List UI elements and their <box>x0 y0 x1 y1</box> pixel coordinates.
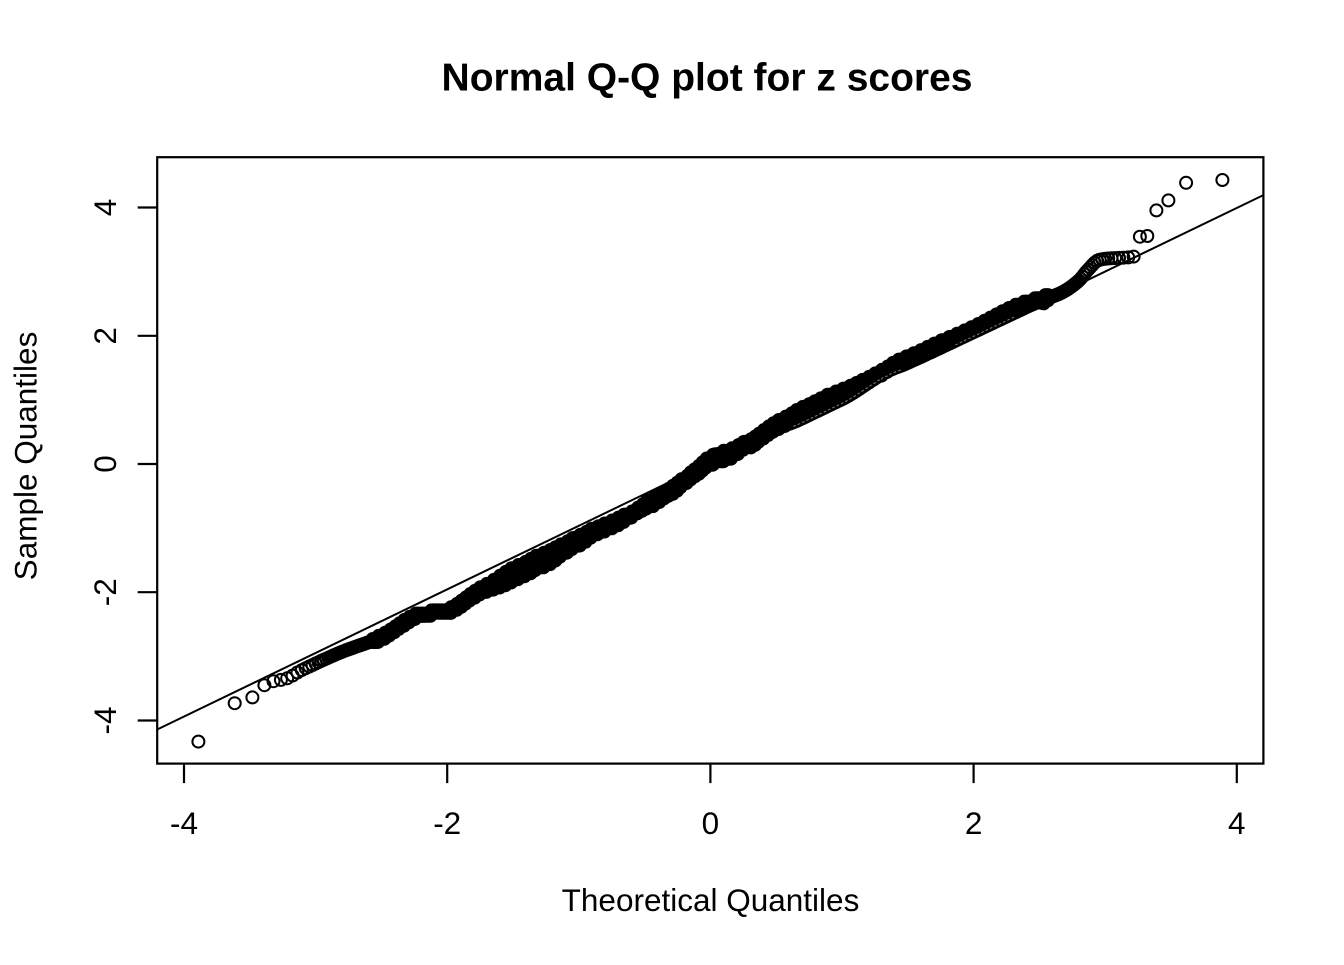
svg-text:Theoretical Quantiles: Theoretical Quantiles <box>562 882 860 918</box>
svg-text:-2: -2 <box>87 578 123 606</box>
svg-text:2: 2 <box>965 805 983 841</box>
svg-text:0: 0 <box>702 805 720 841</box>
svg-text:Sample Quantiles: Sample Quantiles <box>8 332 44 581</box>
svg-text:-4: -4 <box>170 805 198 841</box>
svg-text:0: 0 <box>87 455 123 473</box>
svg-text:-4: -4 <box>87 706 123 734</box>
svg-text:-2: -2 <box>433 805 461 841</box>
svg-text:Normal Q-Q plot for z scores: Normal Q-Q plot for z scores <box>442 57 973 100</box>
svg-text:2: 2 <box>87 327 123 345</box>
svg-text:4: 4 <box>87 199 123 217</box>
svg-text:4: 4 <box>1228 805 1246 841</box>
